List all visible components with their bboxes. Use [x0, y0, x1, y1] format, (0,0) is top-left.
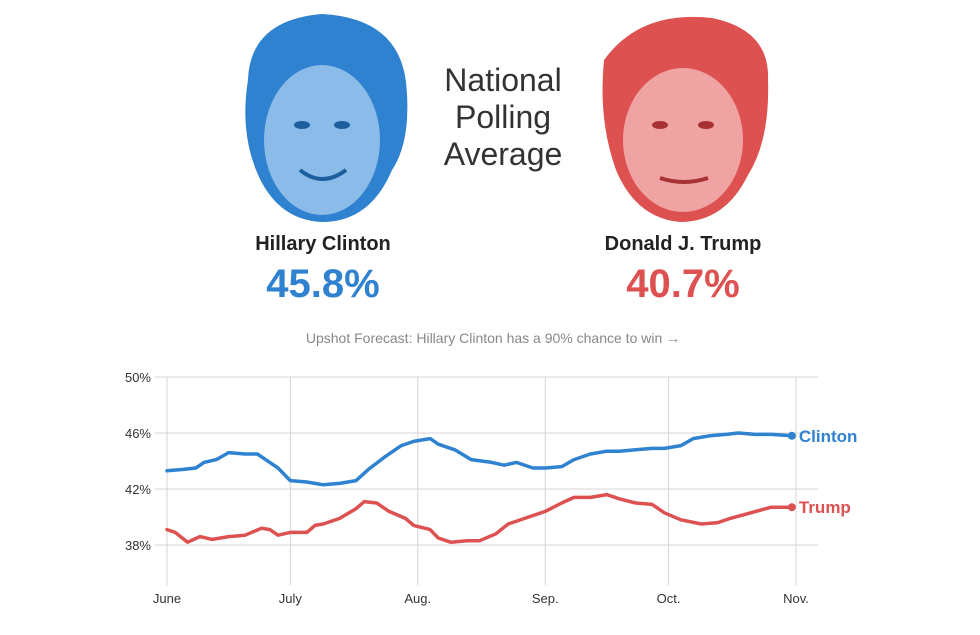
forecast-link[interactable]: Upshot Forecast: Hillary Clinton has a 9…	[305, 330, 681, 346]
x-tick-label: July	[279, 591, 303, 606]
y-tick-label: 50%	[125, 370, 151, 385]
y-tick-label: 46%	[125, 426, 151, 441]
trump-line	[165, 492, 794, 544]
candidate-photos	[245, 14, 769, 223]
x-tick-label: June	[153, 591, 181, 606]
title-line: Polling	[454, 99, 552, 135]
trump-series-label: Trump	[799, 498, 851, 517]
x-tick-label: Aug.	[404, 591, 431, 606]
trump-name: Donald J. Trump	[604, 233, 762, 255]
trump-end-point	[787, 503, 796, 512]
clinton-photo	[245, 14, 408, 222]
clinton-end-point	[787, 431, 796, 440]
x-tick-label: Oct.	[657, 591, 681, 606]
x-tick-label: Sep.	[532, 591, 559, 606]
page-title: National Polling Average	[403, 62, 603, 173]
title-line: National	[444, 62, 562, 98]
y-tick-label: 38%	[125, 538, 151, 553]
title-line: Average	[443, 136, 563, 172]
clinton-name: Hillary Clinton	[255, 233, 391, 255]
y-tick-label: 42%	[125, 482, 151, 497]
clinton-series-label: Clinton	[799, 427, 858, 446]
polling-chart: 50% 46% 42% 38% June July Aug. Sep. Oct. Nov. Clin…	[125, 370, 858, 606]
trump-percent: 40.7%	[626, 262, 740, 306]
clinton-line	[165, 431, 794, 487]
clinton-percent: 45.8%	[266, 262, 380, 306]
x-tick-label: Nov.	[783, 591, 809, 606]
trump-photo	[602, 16, 769, 223]
